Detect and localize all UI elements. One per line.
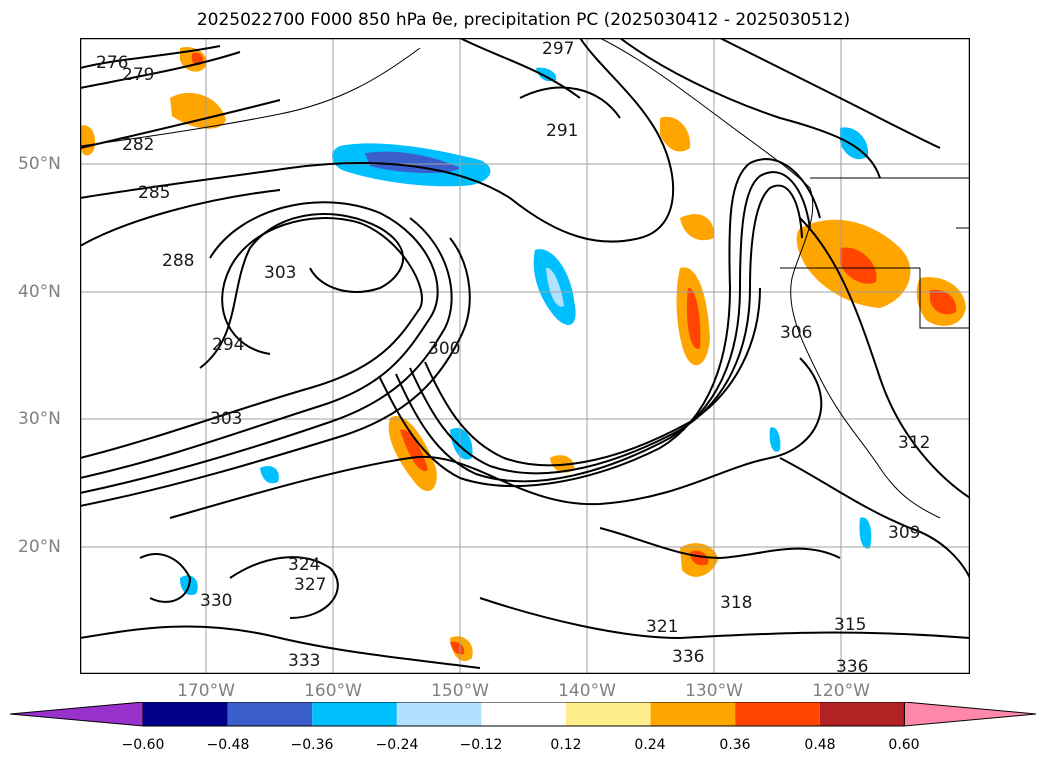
map-title: 2025022700 F000 850 hPa θe, precipitatio… xyxy=(196,10,851,30)
colorbar-segment xyxy=(566,702,651,726)
colorbar-extend-low xyxy=(10,702,144,727)
colorbar-tick-label: −0.12 xyxy=(459,737,503,753)
lat-label-30n: 30°N xyxy=(18,409,61,429)
contour-label: 318 xyxy=(720,593,752,613)
map-frame xyxy=(80,38,970,674)
map-panel: 276 279 282 285 288 291 294 297 300 303 … xyxy=(80,38,970,674)
contour-label: 276 xyxy=(96,53,128,73)
lon-label-140w: 140°W xyxy=(558,681,616,701)
contour-label: 294 xyxy=(212,335,244,355)
colorbar-segment xyxy=(143,702,228,726)
colorbar-tick-label: 0.60 xyxy=(888,737,920,753)
contour-label: 330 xyxy=(200,591,232,611)
colorbar-tick-label: −0.24 xyxy=(375,737,419,753)
contour-labels: 276 279 282 285 288 291 294 297 300 303 … xyxy=(96,39,930,674)
lat-label-20n: 20°N xyxy=(18,537,61,557)
precipitation-shading xyxy=(80,46,966,662)
colorbar-segment xyxy=(396,702,482,726)
lat-label-50n: 50°N xyxy=(18,154,61,174)
colorbar-segment xyxy=(650,702,736,726)
colorbar-tick-label: −0.60 xyxy=(121,737,165,753)
colorbar-segment xyxy=(312,702,397,726)
contour-label: 297 xyxy=(542,39,574,59)
contour-label: 291 xyxy=(546,121,578,141)
contour-label: 279 xyxy=(122,65,154,85)
colorbar-tick-label: −0.36 xyxy=(290,737,334,753)
contour-label: 288 xyxy=(162,251,194,271)
contour-label: 312 xyxy=(898,433,930,453)
lon-label-160w: 160°W xyxy=(304,681,362,701)
contour-label: 303 xyxy=(210,409,242,429)
coastlines xyxy=(80,38,970,519)
colorbar-segment xyxy=(481,702,566,726)
contour-label: 303 xyxy=(264,263,296,283)
colorbar-blocks xyxy=(10,702,1037,727)
colorbar-extend-high xyxy=(903,702,1037,727)
colorbar xyxy=(10,702,1037,727)
colorbar-tick-label: 0.48 xyxy=(804,737,836,753)
contour-label: 285 xyxy=(138,183,170,203)
contour-label: 333 xyxy=(288,651,320,671)
contour-label: 324 xyxy=(288,555,320,575)
colorbar-segment xyxy=(735,702,820,726)
colorbar-tick-label: 0.24 xyxy=(634,737,666,753)
contour-label: 327 xyxy=(294,575,326,595)
lat-label-40n: 40°N xyxy=(18,282,61,302)
contour-label: 306 xyxy=(780,323,812,343)
colorbar-tick-label: 0.12 xyxy=(550,737,582,753)
contour-label: 315 xyxy=(834,615,866,635)
contour-label: 321 xyxy=(646,617,678,637)
contour-label: 336 xyxy=(672,647,704,667)
graticule xyxy=(80,38,970,674)
colorbar-segment xyxy=(227,702,313,726)
lon-label-150w: 150°W xyxy=(431,681,489,701)
lon-label-170w: 170°W xyxy=(177,681,235,701)
contour-label: 300 xyxy=(428,339,460,359)
lon-label-130w: 130°W xyxy=(685,681,743,701)
contour-label: 336 xyxy=(836,657,868,674)
theta-e-contours xyxy=(80,38,970,669)
colorbar-tick-label: 0.36 xyxy=(719,737,751,753)
contour-label: 282 xyxy=(122,135,154,155)
colorbar-outline xyxy=(142,702,905,727)
colorbar-segment xyxy=(819,702,905,726)
lon-label-120w: 120°W xyxy=(812,681,870,701)
colorbar-tick-label: −0.48 xyxy=(206,737,250,753)
contour-label: 309 xyxy=(888,523,920,543)
